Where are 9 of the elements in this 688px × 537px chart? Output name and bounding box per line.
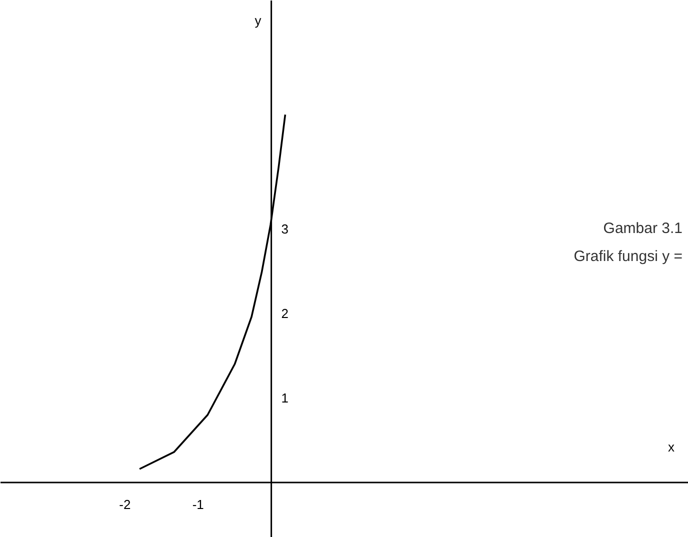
x-axis-title: x [668,440,675,455]
annotation: Gambar 3.1 [603,220,683,237]
y-axis-title: y [254,13,262,28]
x-tick-label: -1 [192,497,204,512]
y-tick-label: 2 [281,306,289,321]
y-tick-label: 3 [281,221,289,236]
y-tick-label: 1 [281,390,289,406]
annotation: Grafik fungsi y = [574,248,683,265]
x-tick-label: -2 [119,497,131,512]
